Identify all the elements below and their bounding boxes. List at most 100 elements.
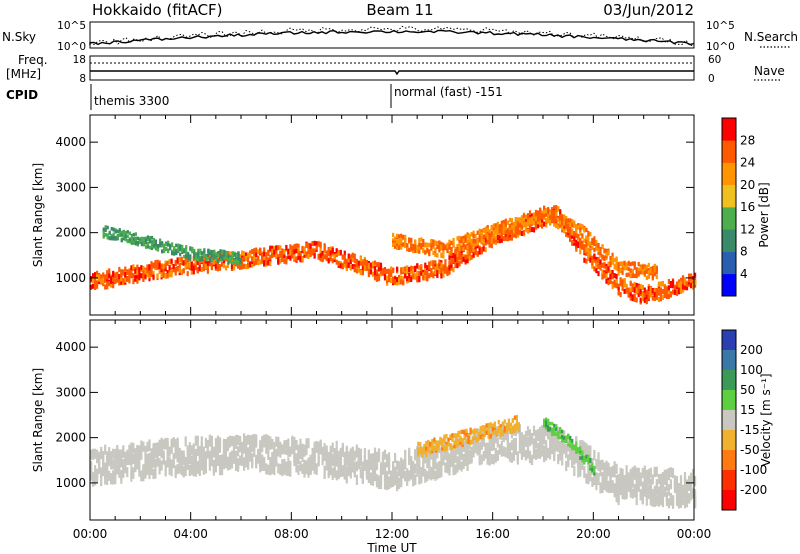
heatmap-cell <box>490 234 493 240</box>
heatmap-cell <box>511 429 514 434</box>
heatmap-cell <box>459 440 462 445</box>
heatmap-cell <box>222 459 226 470</box>
heatmap-cell <box>601 254 604 259</box>
heatmap-cell <box>222 258 226 264</box>
heatmap-cell <box>170 272 173 278</box>
heatmap-cell <box>441 443 444 448</box>
heatmap-cell <box>581 450 584 455</box>
heatmap-cell <box>289 244 292 250</box>
heatmap-cell <box>146 441 149 452</box>
heatmap-cell <box>265 463 268 474</box>
heatmap-cell <box>209 256 212 260</box>
heatmap-cell <box>263 434 266 445</box>
heatmap-cell <box>329 465 332 476</box>
heatmap-cell <box>553 219 556 224</box>
heatmap-cell <box>422 241 425 246</box>
heatmap-cell <box>172 264 175 270</box>
heatmap-cell <box>553 436 556 447</box>
heatmap-cell <box>210 456 213 467</box>
heatmap-cell <box>420 467 423 478</box>
heatmap-cell <box>444 259 447 265</box>
heatmap-cell <box>444 449 447 460</box>
heatmap-cell <box>343 451 346 462</box>
heatmap-cell <box>575 243 578 249</box>
heatmap-cell <box>214 263 217 269</box>
heatmap-cell <box>430 268 433 274</box>
heatmap-cell <box>551 444 554 455</box>
heatmap-cell <box>231 261 234 265</box>
heatmap-cell <box>291 444 294 455</box>
heatmap-cell <box>283 249 286 255</box>
heatmap-cell <box>365 265 368 271</box>
heatmap-cell <box>418 275 421 281</box>
heatmap-cell <box>293 254 296 260</box>
heatmap-cell <box>637 292 640 298</box>
heatmap-cell <box>647 485 650 496</box>
heatmap-cell <box>424 265 427 271</box>
heatmap-cell <box>425 452 428 458</box>
heatmap-cell <box>478 443 481 454</box>
heatmap-cell <box>486 237 489 243</box>
heatmap-cell <box>661 295 664 301</box>
heatmap-cell <box>547 219 550 224</box>
heatmap-cell <box>349 254 352 260</box>
heatmap-cell <box>605 460 608 471</box>
heatmap-cell <box>690 490 693 501</box>
heatmap-cell <box>659 296 662 302</box>
heatmap-cell <box>585 454 588 459</box>
heatmap-cell <box>140 238 143 243</box>
heatmap-cell <box>402 459 405 470</box>
heatmap-cell <box>311 459 314 470</box>
heatmap-cell <box>206 266 209 272</box>
heatmap-cell <box>484 247 487 253</box>
heatmap-cell <box>173 247 176 252</box>
power-ytick-label: 1000 <box>55 271 86 285</box>
heatmap-cell <box>379 265 383 271</box>
power-cbar-tick-label: 24 <box>740 156 755 170</box>
heatmap-cell <box>541 213 544 218</box>
heatmap-cell <box>685 281 689 287</box>
heatmap-cell <box>237 253 240 258</box>
heatmap-cell <box>575 451 578 462</box>
heatmap-cell <box>587 445 590 456</box>
heatmap-cell <box>394 276 397 282</box>
heatmap-cell <box>425 449 428 454</box>
heatmap-cell <box>249 451 252 462</box>
heatmap-cell <box>665 473 668 484</box>
heatmap-cell <box>235 450 238 461</box>
heatmap-cell <box>347 465 350 476</box>
velocity-cbar-swatch <box>722 390 736 411</box>
heatmap-cell <box>537 217 540 222</box>
heatmap-cell <box>235 261 238 265</box>
heatmap-cell <box>122 236 125 241</box>
velocity-band-1 <box>417 414 520 458</box>
heatmap-cell <box>663 290 666 296</box>
heatmap-cell <box>207 256 210 261</box>
heatmap-cell <box>253 261 256 267</box>
heatmap-cell <box>457 430 460 436</box>
heatmap-cell <box>355 260 358 266</box>
heatmap-cell <box>386 471 389 482</box>
heatmap-cell <box>514 217 517 222</box>
x-tick-label: 00:00 <box>677 527 712 541</box>
heatmap-cell <box>543 434 546 445</box>
heatmap-cell <box>575 228 578 234</box>
heatmap-cell <box>551 216 554 221</box>
heatmap-cell <box>675 289 679 295</box>
heatmap-cell <box>221 250 224 254</box>
heatmap-cell <box>299 448 302 459</box>
heatmap-cell <box>373 275 377 281</box>
heatmap-cell <box>150 246 154 250</box>
heatmap-cell <box>210 447 213 458</box>
heatmap-cell <box>567 455 570 466</box>
heatmap-cell <box>599 246 602 252</box>
heatmap-cell <box>142 270 145 276</box>
heatmap-cell <box>303 249 306 255</box>
heatmap-cell <box>559 450 562 461</box>
nsky-tick-bottom: 10^0 <box>57 41 86 53</box>
heatmap-cell <box>567 232 570 238</box>
heatmap-cell <box>443 445 446 450</box>
heatmap-cell <box>184 256 187 262</box>
heatmap-cell <box>118 449 121 460</box>
heatmap-cell <box>456 456 459 467</box>
